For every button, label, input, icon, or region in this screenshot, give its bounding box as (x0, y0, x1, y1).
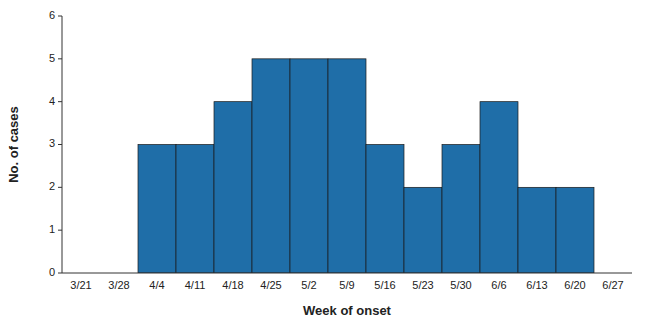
bar (442, 145, 480, 274)
bar (556, 187, 594, 273)
bar (252, 59, 290, 273)
y-tick-label: 0 (49, 266, 55, 278)
y-tick (58, 58, 62, 59)
x-tick-label: 5/23 (412, 279, 433, 291)
y-tick (58, 144, 62, 145)
x-tick-label: 5/30 (450, 279, 471, 291)
x-tick-label: 5/9 (339, 279, 354, 291)
x-tick-label: 5/16 (374, 279, 395, 291)
y-axis-label: No. of cases (6, 106, 21, 183)
y-tick-label: 4 (49, 95, 55, 107)
x-axis-line (62, 273, 632, 274)
x-tick-label: 3/28 (108, 279, 129, 291)
x-tick-label: 6/6 (491, 279, 506, 291)
y-tick-label: 6 (49, 9, 55, 21)
bar (480, 102, 518, 273)
bars (138, 59, 594, 273)
y-tick-label: 2 (49, 180, 55, 192)
bar (328, 59, 366, 273)
bar (518, 187, 556, 273)
bar (176, 145, 214, 274)
bar (290, 59, 328, 273)
y-tick-label: 5 (49, 52, 55, 64)
x-tick-label: 4/25 (260, 279, 281, 291)
x-tick-label: 6/27 (602, 279, 623, 291)
x-tick-label: 4/18 (222, 279, 243, 291)
x-tick-label: 4/11 (185, 279, 206, 291)
y-tick (58, 16, 62, 17)
x-tick-label: 4/4 (149, 279, 164, 291)
x-axis-label: Week of onset (303, 303, 392, 318)
y-tick-label: 1 (49, 223, 55, 235)
bar (214, 102, 252, 273)
x-tick-label: 6/20 (564, 279, 585, 291)
bar (138, 145, 176, 274)
chart: 0 1 2 3 4 5 6 3/21 3/28 4/4 4/11 4/18 4/25 5/2 5/9 5/16… (0, 0, 646, 325)
x-tick-label: 6/13 (526, 279, 547, 291)
y-tick (58, 187, 62, 188)
y-tick (58, 101, 62, 102)
x-tick-label: 5/2 (301, 279, 316, 291)
bar (404, 187, 442, 273)
y-tick (58, 230, 62, 231)
bar (366, 145, 404, 274)
y-tick-label: 3 (49, 137, 55, 149)
x-tick-label: 3/21 (70, 279, 91, 291)
y-tick (58, 273, 62, 274)
